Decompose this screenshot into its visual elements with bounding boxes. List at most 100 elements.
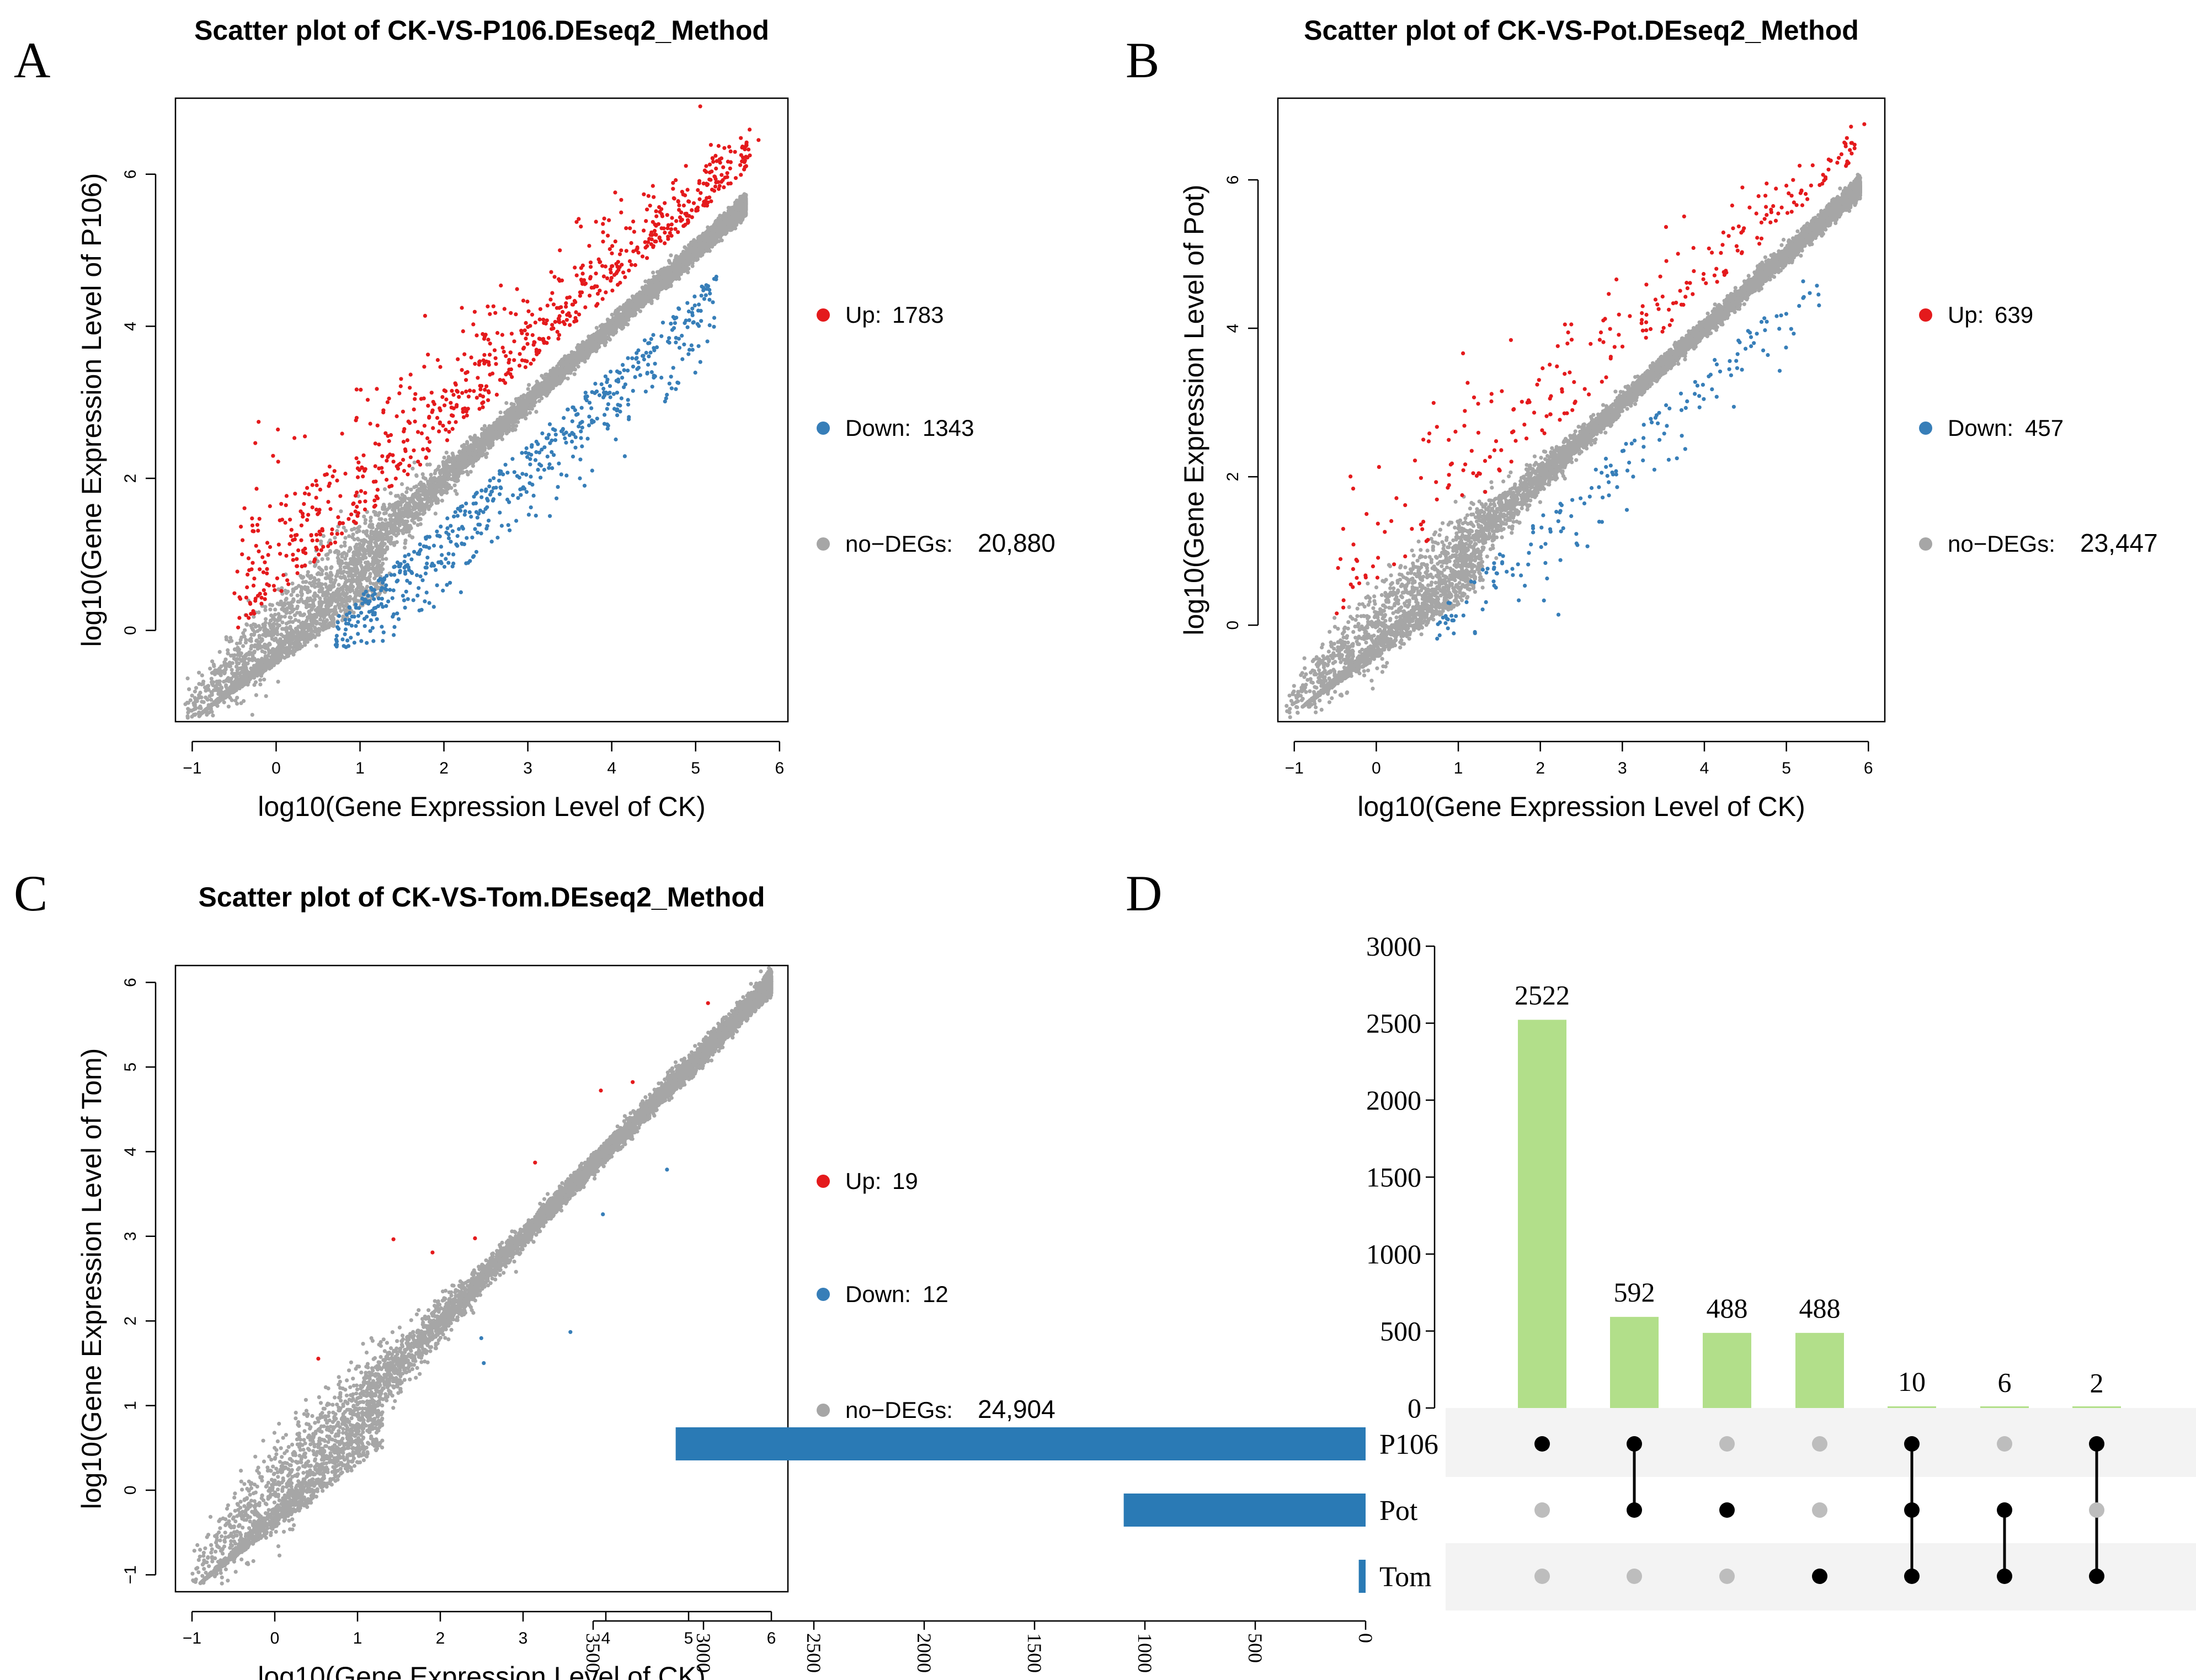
no-deg-point <box>339 509 343 514</box>
no-deg-point <box>369 515 373 520</box>
no-deg-point <box>405 486 410 490</box>
no-deg-point <box>504 401 509 406</box>
no-deg-point <box>308 560 312 565</box>
no-deg-point <box>334 548 339 553</box>
no-deg-point <box>460 444 465 449</box>
no-deg-point <box>572 372 577 376</box>
no-deg-point <box>230 698 234 702</box>
no-deg-point <box>444 450 449 455</box>
no-deg-point <box>313 585 317 589</box>
no-deg-point <box>273 607 278 612</box>
no-deg-point <box>245 622 249 627</box>
no-deg-point <box>324 567 328 571</box>
no-deg-point <box>333 536 337 540</box>
no-deg-point <box>400 493 404 497</box>
no-deg-point <box>343 540 347 545</box>
no-deg-point <box>200 673 204 678</box>
no-deg-point <box>343 543 347 548</box>
no-deg-point <box>217 650 222 654</box>
chart-title: Scatter plot of CK-VS-P106.DEseq2_Method <box>194 15 769 46</box>
no-deg-point <box>312 581 317 585</box>
no-deg-point <box>342 551 347 555</box>
no-deg-point <box>291 597 296 601</box>
no-deg-point <box>250 713 254 717</box>
no-deg-point <box>337 583 341 587</box>
no-deg-point <box>399 482 404 487</box>
no-deg-point <box>238 638 243 642</box>
no-deg-point <box>408 525 413 530</box>
no-deg-point <box>336 552 340 557</box>
no-deg-point <box>339 575 344 580</box>
no-deg-point <box>262 678 266 682</box>
data-points <box>183 104 761 720</box>
no-deg-point <box>395 540 399 545</box>
no-deg-point <box>258 682 263 687</box>
no-deg-point <box>290 582 295 586</box>
no-deg-point <box>453 489 457 493</box>
no-deg-point <box>706 225 710 230</box>
no-deg-point <box>382 487 387 492</box>
no-deg-point <box>223 657 228 662</box>
no-deg-point <box>340 554 344 559</box>
no-deg-point <box>253 680 258 685</box>
no-deg-point <box>524 412 529 417</box>
panel-letter: A <box>14 32 50 88</box>
no-deg-point <box>201 700 206 705</box>
no-deg-point <box>362 514 366 519</box>
no-deg-point <box>494 436 499 441</box>
no-deg-point <box>193 689 197 694</box>
no-deg-point <box>312 576 317 580</box>
no-deg-point <box>211 713 215 718</box>
no-deg-point <box>332 584 336 589</box>
no-deg-point <box>511 402 516 407</box>
no-deg-point <box>410 535 414 540</box>
no-deg-point <box>319 539 323 543</box>
no-deg-point <box>349 567 353 571</box>
no-deg-point <box>335 570 340 575</box>
no-deg-point <box>197 706 201 710</box>
no-deg-point <box>213 668 217 673</box>
no-deg-point <box>350 527 354 532</box>
no-deg-point <box>343 536 348 540</box>
scatter-panel-a: A Scatter plot of CK-VS-P106.DEseq2_Metho… <box>14 15 1056 822</box>
no-deg-point <box>351 532 355 537</box>
no-deg-point <box>263 608 268 612</box>
no-deg-point <box>197 670 201 675</box>
no-deg-point <box>319 567 323 572</box>
no-deg-point <box>205 712 209 717</box>
no-deg-point <box>667 259 671 263</box>
no-deg-point <box>343 557 348 561</box>
no-deg-point <box>316 559 320 564</box>
no-deg-point <box>465 440 470 444</box>
no-deg-point <box>669 253 673 258</box>
no-deg-point <box>411 466 415 471</box>
no-deg-point <box>258 678 263 682</box>
no-deg-point <box>356 561 360 566</box>
no-deg-point <box>651 270 655 275</box>
no-deg-point <box>683 245 687 249</box>
no-deg-point <box>254 693 258 697</box>
no-deg-point <box>185 676 190 681</box>
no-deg-point <box>594 326 599 330</box>
no-deg-point <box>326 557 330 561</box>
no-deg-point <box>295 604 300 609</box>
no-deg-point <box>307 581 312 585</box>
no-deg-point <box>347 574 351 578</box>
no-deg-point <box>297 611 302 615</box>
no-deg-point <box>208 666 212 671</box>
no-deg-point <box>527 410 532 415</box>
no-deg-point <box>282 601 287 606</box>
no-deg-point <box>316 578 321 582</box>
no-deg-point <box>429 477 434 481</box>
no-deg-point <box>299 585 303 589</box>
no-deg-point <box>524 416 528 421</box>
no-deg-point <box>414 473 419 478</box>
no-deg-point <box>205 697 209 701</box>
no-deg-point <box>334 574 338 579</box>
no-deg-point <box>242 699 246 703</box>
no-deg-point <box>374 543 379 547</box>
no-deg-point <box>268 607 273 612</box>
no-deg-point <box>264 617 268 621</box>
no-deg-point <box>323 582 328 586</box>
